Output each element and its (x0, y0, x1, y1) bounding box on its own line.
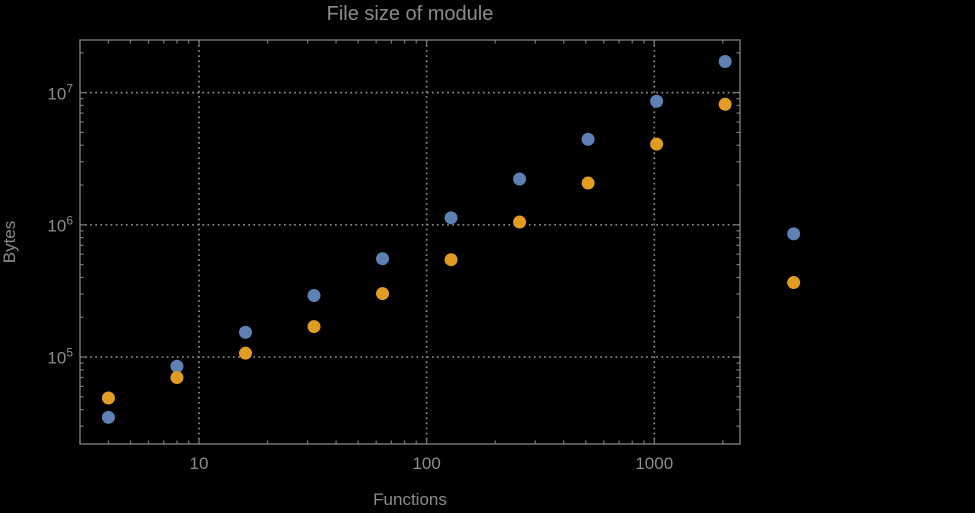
data-point-blue (307, 289, 321, 303)
data-point-blue (376, 252, 390, 266)
data-point-blue (101, 410, 115, 424)
x-tick-label: 100 (412, 454, 441, 473)
chart-title: File size of module (326, 3, 494, 25)
data-point-orange (581, 176, 595, 190)
x-axis-label: Functions (373, 490, 447, 509)
x-tick-label: 1000 (635, 454, 674, 473)
data-point-orange (444, 253, 458, 267)
x-tick-label: 10 (189, 454, 209, 473)
data-point-blue (650, 94, 664, 108)
data-point-orange (238, 346, 252, 360)
data-point-orange (513, 215, 527, 229)
data-point-blue (444, 211, 458, 225)
data-point-orange (170, 371, 184, 385)
data-point-blue (238, 325, 252, 339)
data-point-blue (513, 172, 527, 186)
y-tick-label: 107 (47, 81, 73, 103)
data-point-blue (787, 227, 801, 241)
y-tick-label: 106 (47, 213, 73, 236)
y-axis-label: Bytes (0, 220, 19, 264)
y-tick-label: 105 (47, 345, 73, 368)
data-point-orange (101, 391, 115, 405)
data-point-orange (307, 320, 321, 334)
plot-frame (79, 39, 741, 445)
data-point-blue (718, 54, 732, 68)
data-point-orange (718, 97, 732, 111)
data-point-orange (376, 287, 390, 301)
data-point-blue (170, 359, 184, 373)
data-point-orange (650, 137, 664, 151)
data-point-orange (787, 276, 801, 290)
data-point-blue (581, 132, 595, 146)
